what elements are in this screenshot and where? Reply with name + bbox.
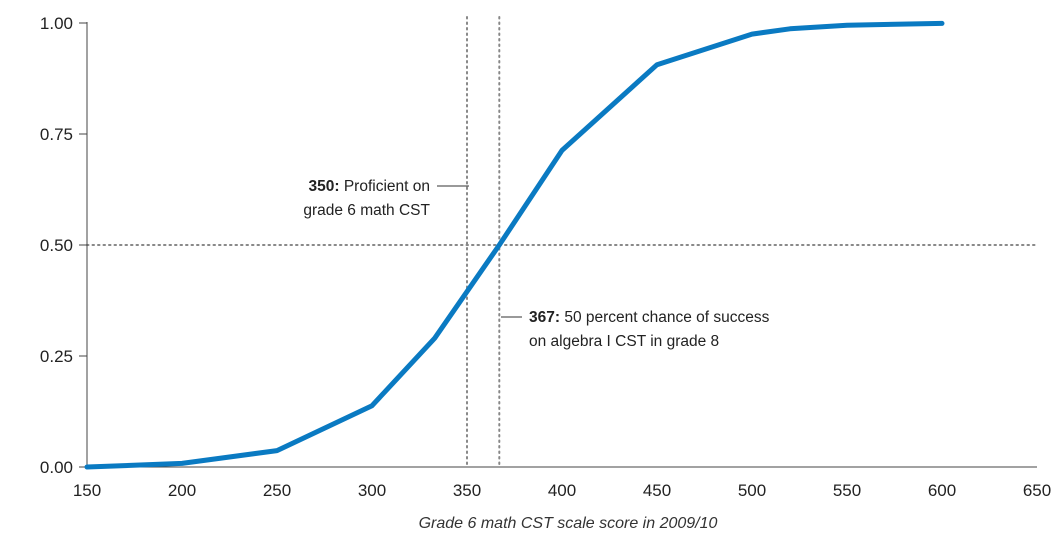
x-tick-label: 200 [168, 481, 196, 500]
annotation-350-line2: grade 6 math CST [303, 202, 430, 219]
x-tick-label: 400 [548, 481, 576, 500]
x-ticks: 150 200 250 300 350 400 450 500 550 600 650 [73, 481, 1051, 500]
y-ticks: 0.00 0.25 0.50 0.75 1.00 [40, 14, 87, 477]
annotation-367-line1: 367: 50 percent chance of success [529, 309, 770, 326]
x-tick-label: 350 [453, 481, 481, 500]
y-tick-label: 0.75 [40, 125, 73, 144]
annotation-350-bold: 350: [308, 178, 339, 195]
x-axis-title: Grade 6 math CST scale score in 2009/10 [419, 515, 718, 532]
annotation-367-line2: on algebra I CST in grade 8 [529, 333, 719, 350]
annotations: 350: Proficient on grade 6 math CST 367:… [303, 178, 769, 350]
y-tick-label: 0.25 [40, 347, 73, 366]
x-tick-label: 550 [833, 481, 861, 500]
annotation-350-line1: 350: Proficient on [308, 178, 430, 195]
annotation-367-text1: 50 percent chance of success [564, 309, 769, 326]
x-tick-label: 650 [1023, 481, 1051, 500]
x-tick-label: 300 [358, 481, 386, 500]
annotation-350-text1: Proficient on [344, 178, 430, 195]
y-tick-label: 0.00 [40, 458, 73, 477]
x-tick-label: 450 [643, 481, 671, 500]
x-tick-label: 250 [263, 481, 291, 500]
annotation-367-bold: 367: [529, 309, 560, 326]
y-tick-label: 0.50 [40, 236, 73, 255]
x-tick-label: 500 [738, 481, 766, 500]
reference-lines [86, 16, 1038, 468]
series [84, 20, 945, 470]
x-tick-label: 600 [928, 481, 956, 500]
series-line [84, 20, 945, 470]
y-tick-label: 1.00 [40, 14, 73, 33]
x-tick-label: 150 [73, 481, 101, 500]
